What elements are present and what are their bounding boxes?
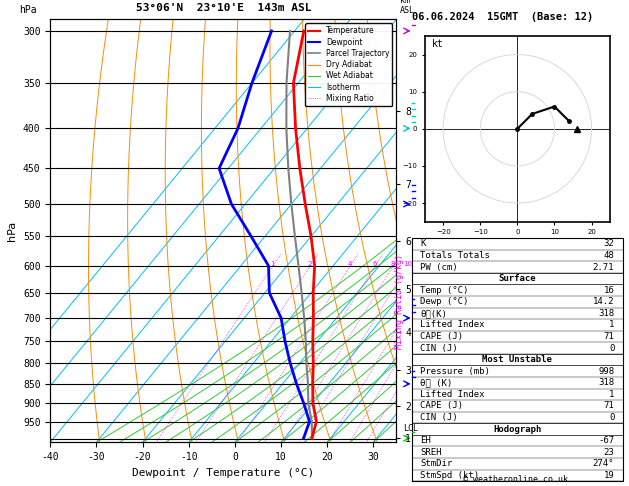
Text: 274°: 274° — [593, 459, 615, 469]
Text: Pressure (mb): Pressure (mb) — [420, 367, 490, 376]
Text: Lifted Index: Lifted Index — [420, 320, 485, 330]
Text: 0: 0 — [609, 344, 615, 352]
Text: Hodograph: Hodograph — [493, 425, 542, 434]
Text: km
ASL: km ASL — [400, 0, 415, 15]
Text: Lifted Index: Lifted Index — [420, 390, 485, 399]
Text: Totals Totals: Totals Totals — [420, 251, 490, 260]
Text: 32: 32 — [604, 240, 615, 248]
Text: 2: 2 — [308, 261, 312, 267]
Text: PW (cm): PW (cm) — [420, 262, 458, 272]
Text: θᴄ (K): θᴄ (K) — [420, 378, 453, 387]
X-axis label: Dewpoint / Temperature (°C): Dewpoint / Temperature (°C) — [132, 468, 314, 478]
Text: LCL: LCL — [403, 424, 418, 433]
Text: 998: 998 — [598, 367, 615, 376]
Text: 48: 48 — [604, 251, 615, 260]
Text: Mixing Ratio (g/kg): Mixing Ratio (g/kg) — [395, 254, 404, 349]
Text: 06.06.2024  15GMT  (Base: 12): 06.06.2024 15GMT (Base: 12) — [412, 12, 593, 22]
Text: 1: 1 — [609, 390, 615, 399]
Text: 1: 1 — [270, 261, 274, 267]
Text: 53°06'N  23°10'E  143m ASL: 53°06'N 23°10'E 143m ASL — [135, 3, 311, 13]
Text: CIN (J): CIN (J) — [420, 413, 458, 422]
Y-axis label: hPa: hPa — [8, 221, 18, 241]
Text: 23: 23 — [604, 448, 615, 457]
Text: SREH: SREH — [420, 448, 442, 457]
Text: 71: 71 — [604, 401, 615, 410]
Text: -67: -67 — [598, 436, 615, 445]
Text: Surface: Surface — [499, 274, 536, 283]
Text: 2.71: 2.71 — [593, 262, 615, 272]
Text: CIN (J): CIN (J) — [420, 344, 458, 352]
Text: © weatheronline.co.uk: © weatheronline.co.uk — [464, 474, 568, 484]
Text: 4: 4 — [347, 261, 352, 267]
Text: kt: kt — [432, 39, 443, 49]
Text: K: K — [420, 240, 426, 248]
Text: 6: 6 — [372, 261, 377, 267]
Text: Most Unstable: Most Unstable — [482, 355, 552, 364]
Text: EH: EH — [420, 436, 431, 445]
Text: CAPE (J): CAPE (J) — [420, 332, 464, 341]
Text: 10: 10 — [403, 261, 412, 267]
Text: 16: 16 — [604, 286, 615, 295]
Text: θᴄ(K): θᴄ(K) — [420, 309, 447, 318]
Text: Dewp (°C): Dewp (°C) — [420, 297, 469, 306]
Text: 71: 71 — [604, 332, 615, 341]
Text: 14.2: 14.2 — [593, 297, 615, 306]
Text: 318: 318 — [598, 309, 615, 318]
Text: 318: 318 — [598, 378, 615, 387]
Text: hPa: hPa — [19, 5, 37, 15]
Text: 0: 0 — [609, 413, 615, 422]
Text: StmDir: StmDir — [420, 459, 453, 469]
Text: 19: 19 — [604, 471, 615, 480]
Text: CAPE (J): CAPE (J) — [420, 401, 464, 410]
Text: 8: 8 — [391, 261, 395, 267]
Text: Temp (°C): Temp (°C) — [420, 286, 469, 295]
Legend: Temperature, Dewpoint, Parcel Trajectory, Dry Adiabat, Wet Adiabat, Isotherm, Mi: Temperature, Dewpoint, Parcel Trajectory… — [305, 23, 392, 106]
Text: 1: 1 — [609, 320, 615, 330]
Text: StmSpd (kt): StmSpd (kt) — [420, 471, 479, 480]
